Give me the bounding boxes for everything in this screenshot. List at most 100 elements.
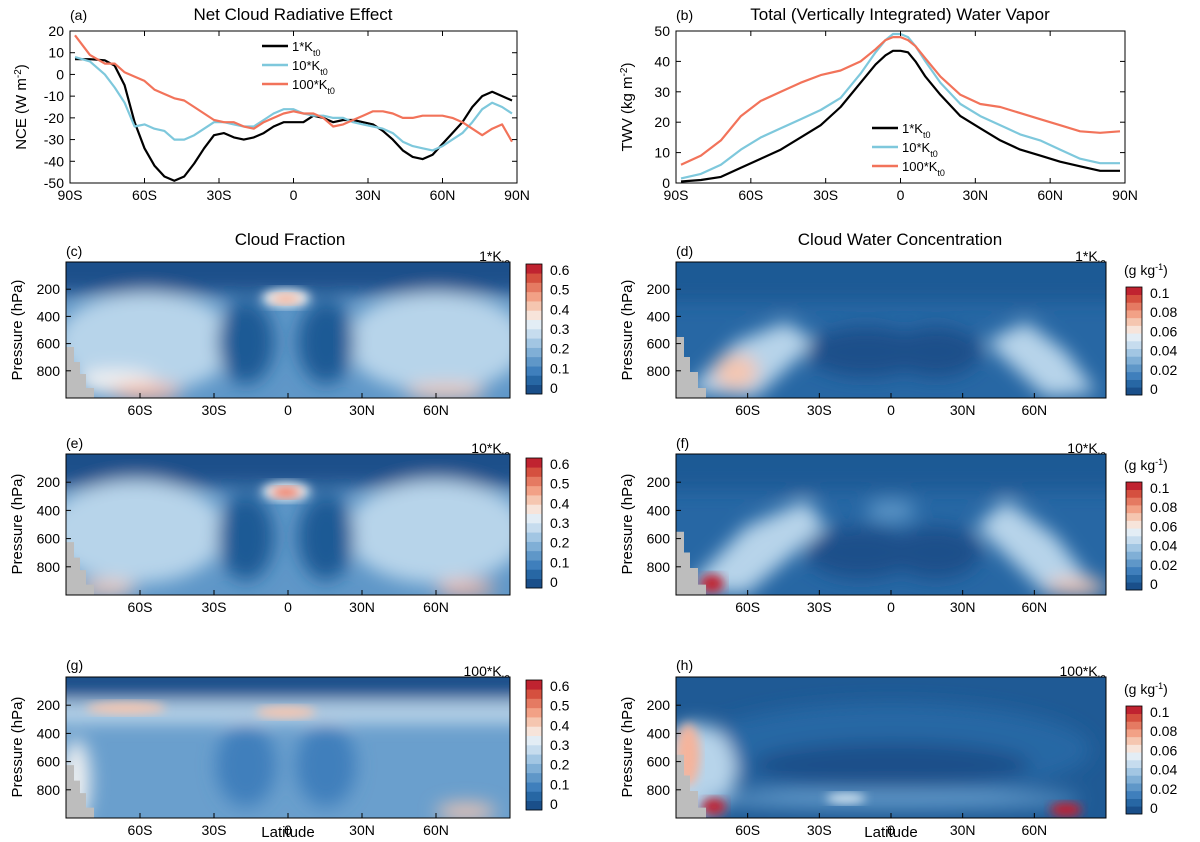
panel-g-xlabel: Latitude bbox=[261, 824, 314, 841]
y-tick-label: 10 bbox=[654, 145, 670, 161]
panel-f-label: (f) bbox=[676, 435, 689, 451]
colorbar-swatch bbox=[1126, 574, 1142, 583]
panel-f-yticks: 200 400 600 800 bbox=[647, 474, 681, 575]
colorbar-swatch bbox=[1126, 348, 1142, 357]
y-tick-label: 600 bbox=[37, 336, 61, 352]
panel-a-yticks: -50 -40 -30 -20 -10 0 10 20 bbox=[44, 23, 517, 191]
panel-b-twv: (b) Total (Vertically Integrated) Water … bbox=[619, 5, 1138, 203]
colorbar-swatch bbox=[1126, 721, 1142, 730]
x-tick-label: 30S bbox=[813, 187, 838, 203]
x-tick-label: 30S bbox=[202, 822, 227, 838]
colorbar-swatch bbox=[1126, 752, 1142, 761]
x-tick-label: 30S bbox=[807, 822, 832, 838]
colorbar-swatch bbox=[1126, 505, 1142, 514]
colorbar-swatch bbox=[1126, 760, 1142, 769]
panel-b-title: Total (Vertically Integrated) Water Vapo… bbox=[750, 5, 1050, 24]
x-tick-label: 90S bbox=[664, 187, 689, 203]
colorbar-swatch bbox=[1126, 356, 1142, 365]
x-tick-label: 60N bbox=[430, 187, 456, 203]
colorbar-label: 0.4 bbox=[550, 301, 570, 317]
colorbar-frame bbox=[1125, 286, 1143, 396]
x-tick-label: 60S bbox=[735, 822, 760, 838]
colorbar-label: 0.1 bbox=[550, 360, 570, 376]
legend-label: 10*Kt0 bbox=[902, 140, 938, 159]
colorbar-swatch bbox=[1126, 713, 1142, 722]
colorbar-swatch bbox=[526, 754, 542, 764]
colorbar-label: 0.3 bbox=[550, 515, 570, 531]
colorbar-swatch bbox=[1126, 482, 1142, 491]
colorbar-swatch bbox=[1126, 736, 1142, 745]
colorbar-label: 0.08 bbox=[1150, 723, 1177, 739]
colorbar-swatch bbox=[526, 726, 542, 737]
panel-a-lines bbox=[74, 34, 513, 182]
y-tick-label: 50 bbox=[654, 23, 670, 39]
colorbar-swatch bbox=[526, 291, 542, 302]
colorbar-swatch bbox=[526, 319, 542, 330]
colorbar-swatch bbox=[526, 375, 542, 386]
x-tick-label: 90S bbox=[58, 187, 83, 203]
colorbar-label: 0.06 bbox=[1150, 742, 1177, 758]
y-tick-label: 200 bbox=[647, 281, 671, 297]
x-tick-label: 30N bbox=[349, 822, 375, 838]
colorbar-label: 0.04 bbox=[1150, 343, 1177, 359]
colorbar-label: 0.02 bbox=[1150, 557, 1177, 573]
panel-e-ylabel: Pressure (hPa) bbox=[9, 474, 26, 575]
colorbar-swatch bbox=[526, 707, 542, 718]
colorbar-swatch bbox=[526, 495, 542, 505]
panel-f-xticks: 60S 30S 0 30N 60N bbox=[735, 590, 1047, 615]
colorbar-frame bbox=[525, 457, 543, 589]
y-tick-label: 30 bbox=[654, 84, 670, 100]
colorbar-swatch bbox=[526, 458, 542, 468]
y-tick-label: 800 bbox=[37, 559, 61, 575]
colorbar-swatch bbox=[1126, 783, 1142, 792]
colorbar-swatch bbox=[1126, 371, 1142, 380]
panel-g-ylabel: Pressure (hPa) bbox=[9, 697, 26, 798]
colorbar-swatch bbox=[526, 698, 542, 709]
y-tick-label: 600 bbox=[647, 531, 671, 547]
x-tick-label: 60S bbox=[735, 402, 760, 418]
y-tick-label: 800 bbox=[647, 559, 671, 575]
x-tick-label: 60N bbox=[1021, 822, 1047, 838]
colorbar-swatch bbox=[526, 504, 542, 515]
colorbar-label: 0 bbox=[1150, 576, 1158, 592]
y-tick-label: -10 bbox=[44, 88, 64, 104]
colorbar-label: 0 bbox=[1150, 800, 1158, 816]
x-tick-label: 0 bbox=[290, 187, 298, 203]
y-tick-label: 400 bbox=[647, 725, 671, 741]
colorbar-swatch bbox=[1126, 302, 1142, 311]
colorbar-swatch bbox=[1126, 341, 1142, 350]
colorbar-swatch bbox=[1126, 512, 1142, 521]
series-line-2 bbox=[680, 32, 1120, 180]
colorbar-cloud-fraction-c: 0.6 0.5 0.4 0.3 0.2 0.1 0 bbox=[525, 262, 570, 396]
colorbar-label: 0.5 bbox=[550, 476, 570, 492]
x-tick-label: 60S bbox=[735, 599, 760, 615]
colorbar-label: 0.04 bbox=[1150, 538, 1177, 554]
colorbar-swatch bbox=[1126, 536, 1142, 545]
colorbar-swatch bbox=[526, 763, 542, 774]
colorbar-swatch bbox=[1126, 310, 1142, 319]
colorbar-swatch bbox=[526, 569, 542, 580]
colorbar-swatch bbox=[526, 264, 542, 274]
panel-h-label: (h) bbox=[676, 657, 693, 673]
x-tick-label: 90N bbox=[1112, 187, 1138, 203]
colorbar-swatch bbox=[1126, 333, 1142, 342]
y-tick-label: -50 bbox=[44, 175, 64, 191]
x-tick-label: 30N bbox=[962, 187, 988, 203]
panel-e-label: (e) bbox=[66, 435, 83, 451]
x-tick-label: 30S bbox=[202, 599, 227, 615]
colorbar-label: 0.2 bbox=[550, 535, 570, 551]
colorbar-swatch bbox=[526, 541, 542, 552]
colorbar-label: 0.1 bbox=[1150, 480, 1170, 496]
colorbar-label: 0 bbox=[1150, 381, 1158, 397]
colorbar-label: 0.5 bbox=[550, 698, 570, 714]
panel-b-yticks: 0 10 20 30 40 50 bbox=[654, 23, 1125, 191]
x-tick-label: 60S bbox=[132, 187, 157, 203]
x-tick-label: 60N bbox=[1021, 402, 1047, 418]
x-tick-label: 0 bbox=[897, 187, 905, 203]
y-tick-label: 800 bbox=[647, 363, 671, 379]
panel-d-xticks: 60S 30S 0 30N 60N bbox=[735, 393, 1047, 418]
colorbar-label: 0.04 bbox=[1150, 762, 1177, 778]
